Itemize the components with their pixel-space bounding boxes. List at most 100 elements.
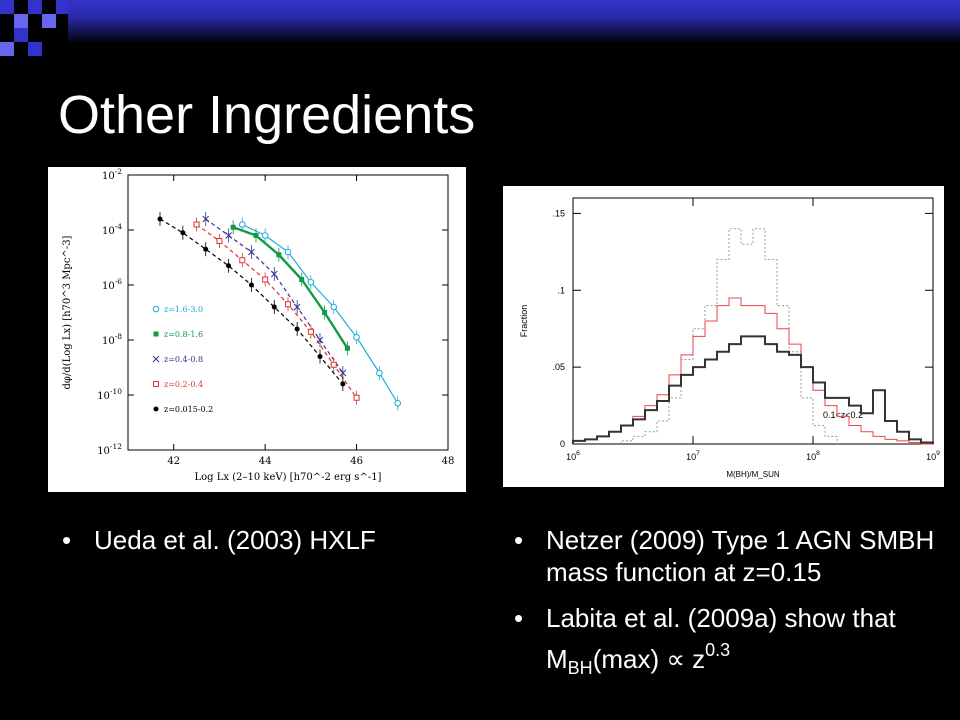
- data-point: [230, 224, 236, 230]
- legend-marker: [153, 331, 159, 337]
- tick-label-exponent: -12: [110, 442, 122, 451]
- data-point: [353, 333, 360, 341]
- tick-label-base: 10: [102, 171, 115, 182]
- data-point: [239, 257, 246, 264]
- bullet-text: (max): [592, 644, 667, 674]
- bullet-item: Labita et al. (2009a) show that MBH(max)…: [510, 602, 950, 684]
- y-tick-label: 0: [560, 439, 565, 449]
- tick-label-base: 10: [97, 391, 110, 402]
- tick-label-base: 10: [806, 452, 816, 462]
- hxlf-chart-panel: 42 44 46 48 10-2 10-4 10-6 10-8 10-10 10-12 Log Lx…: [48, 167, 466, 492]
- series-line: [232, 226, 349, 349]
- data-point: [344, 345, 350, 351]
- x-axis-label: Log Lx (2–10 keV) [h70^-2 erg s^-1]: [195, 472, 382, 483]
- decor-square: [14, 14, 28, 28]
- tick-label-base: 10: [102, 336, 115, 347]
- data-point: [225, 232, 232, 239]
- data-point: [293, 303, 301, 311]
- data-point: [180, 230, 186, 236]
- x-axis-label: M(BH)/M_SUN: [726, 470, 780, 479]
- x-tick-label: 107: [686, 450, 700, 462]
- mass-function-chart: 106 107 108 1090.05.1.15M(BH)/M_SUNFraction…: [519, 197, 940, 479]
- data-point: [270, 270, 278, 278]
- decor-square: [56, 0, 68, 14]
- histogram-series: [572, 297, 933, 445]
- bullet-item: Netzer (2009) Type 1 AGN SMBH mass funct…: [510, 524, 950, 588]
- data-point: [284, 248, 292, 256]
- legend-label: z=0.015-0.2: [164, 405, 213, 414]
- y-tick-label: 10-4: [102, 222, 122, 237]
- subscript-bh: BH: [567, 658, 593, 678]
- histogram-series: [572, 335, 934, 444]
- bullet-item: Ueda et al. (2003) HXLF: [58, 524, 458, 556]
- bullet-text: Labita et al. (2009a) show that M: [546, 603, 896, 674]
- legend-label: z=1.6-3.0: [164, 305, 203, 314]
- data-point: [307, 328, 314, 335]
- y-tick-label: .15: [552, 208, 565, 218]
- x-tick-label: 109: [926, 450, 940, 462]
- y-axis-label: Fraction: [519, 305, 529, 338]
- tick-label-base: 10: [102, 281, 115, 292]
- tick-label-exponent: -6: [115, 277, 123, 286]
- data-point: [216, 238, 223, 244]
- data-point: [276, 252, 282, 258]
- tick-label-base: 10: [97, 446, 110, 457]
- data-point: [253, 233, 259, 238]
- right-bullet-list: Netzer (2009) Type 1 AGN SMBH mass funct…: [510, 524, 950, 698]
- data-point: [157, 216, 163, 222]
- legend-label: z=0.2-0.4: [164, 380, 203, 389]
- legend-marker: [153, 406, 159, 412]
- x-tick-label: 106: [566, 450, 580, 462]
- data-point: [317, 354, 323, 359]
- top-decoration-bar: [0, 0, 960, 56]
- plot-frame: [572, 197, 934, 445]
- data-point: [376, 369, 383, 377]
- bullet-text: z: [684, 644, 706, 674]
- y-tick-label: 10-2: [102, 167, 122, 182]
- decor-square: [0, 0, 14, 14]
- histogram-series: [620, 228, 838, 444]
- data-point: [353, 394, 360, 401]
- data-point: [248, 248, 255, 256]
- tick-label-exponent: 8: [816, 450, 820, 457]
- superscript-exponent: 0.3: [705, 640, 731, 660]
- tick-label-base: 10: [566, 452, 576, 462]
- tick-label-exponent: -2: [115, 167, 123, 176]
- y-axis-label: dφ/d(Log Lx) [h70^3 Mpc^-3]: [62, 235, 73, 389]
- proportional-symbol: ∝: [666, 644, 685, 674]
- y-tick-label: 10-12: [97, 442, 122, 457]
- data-point: [202, 215, 210, 223]
- series-line: [242, 223, 399, 404]
- tick-label-exponent: -8: [115, 332, 123, 341]
- legend-label: z=0.8-1.6: [164, 330, 203, 339]
- tick-label-exponent: -10: [110, 387, 122, 396]
- y-tick-label: 10-6: [102, 277, 122, 292]
- series-line: [196, 224, 358, 399]
- y-tick-label: 10-10: [97, 387, 122, 402]
- x-tick-label: 44: [259, 456, 272, 467]
- data-point: [299, 277, 305, 282]
- y-tick-label: .1: [557, 285, 565, 295]
- annotation-label: 0.1<z<0.2: [823, 410, 863, 420]
- mass-function-chart-panel: 106 107 108 109 0.05.1.15 M(BH)/M_SUN Fraction…: [503, 186, 944, 487]
- data-point: [238, 221, 246, 228]
- left-bullet-list: Ueda et al. (2003) HXLF: [58, 524, 458, 570]
- plot-frame: [127, 174, 449, 451]
- decor-square: [42, 14, 56, 28]
- data-point: [322, 310, 328, 315]
- data-point: [203, 246, 209, 252]
- data-point: [394, 399, 402, 407]
- data-point: [261, 232, 269, 239]
- decor-square: [0, 42, 14, 56]
- data-point: [226, 263, 232, 269]
- tick-label-exponent: -4: [115, 222, 123, 231]
- slide-title: Other Ingredients: [58, 85, 476, 145]
- decor-square: [14, 28, 28, 42]
- legend-marker: [152, 305, 160, 313]
- tick-label-exponent: 6: [576, 450, 580, 457]
- decor-square: [28, 0, 42, 14]
- decor-square: [28, 42, 42, 56]
- x-tick-label: 42: [167, 456, 180, 467]
- legend-marker: [153, 381, 159, 387]
- data-point: [248, 282, 254, 288]
